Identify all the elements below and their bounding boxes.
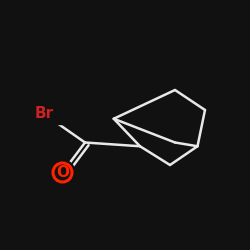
Circle shape <box>50 160 75 185</box>
Bar <box>25 104 62 124</box>
Text: O: O <box>56 165 69 180</box>
Text: Br: Br <box>34 106 53 121</box>
